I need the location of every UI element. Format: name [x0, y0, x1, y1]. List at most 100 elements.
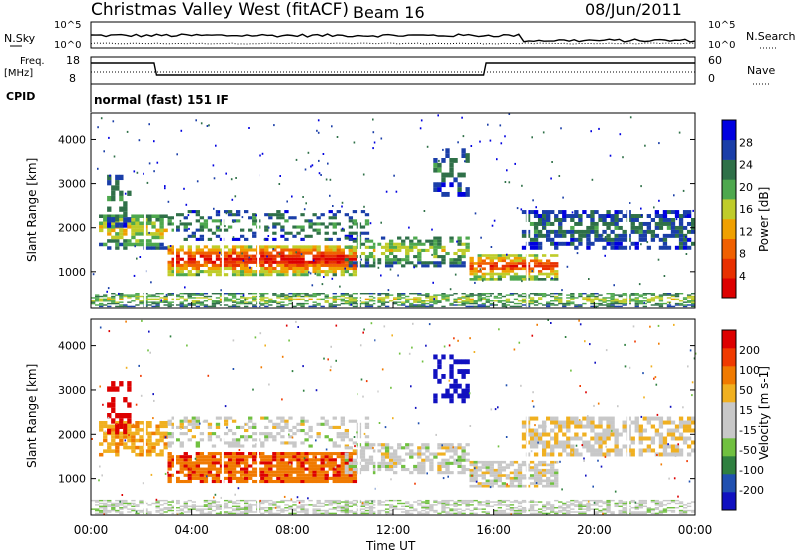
heatmap-cell: [622, 507, 627, 509]
heatmap-cell: [574, 448, 579, 453]
scatter-point: [373, 141, 376, 144]
heatmap-cell: [638, 436, 643, 441]
heatmap-cell: [670, 294, 676, 296]
heatmap-cell: [348, 216, 354, 220]
heatmap-cell: [223, 300, 229, 302]
heatmap-cell: [312, 455, 317, 459]
heatmap-cell: [252, 304, 257, 306]
heatmap-cell: [425, 455, 430, 459]
heatmap-cell: [550, 420, 555, 425]
heatmap-cell: [666, 444, 672, 449]
heatmap-cell: [199, 251, 205, 255]
heatmap-cell: [280, 464, 285, 468]
heatmap-cell: [610, 300, 615, 302]
heatmap-cell: [501, 512, 507, 515]
heatmap-cell: [380, 443, 386, 447]
heatmap-cell: [654, 501, 660, 503]
heatmap-cell: [103, 242, 108, 247]
heatmap-cell: [533, 233, 539, 238]
heatmap-cell: [268, 479, 273, 484]
heatmap-cell: [658, 512, 664, 515]
heatmap-cell: [546, 482, 551, 485]
scatter-point: [155, 498, 158, 501]
scatter-point: [554, 461, 557, 464]
heatmap-cell: [602, 508, 607, 510]
heatmap-cell: [465, 294, 470, 296]
heatmap-cell: [272, 438, 277, 442]
heatmap-cell: [690, 448, 696, 453]
heatmap-cell: [296, 476, 301, 480]
heatmap-cell: [461, 373, 466, 379]
heatmap-cell: [207, 467, 213, 471]
heatmap-cell: [541, 278, 547, 281]
heatmap-cell: [610, 499, 615, 502]
heatmap-cell: [433, 373, 438, 379]
heatmap-cell: [477, 259, 482, 263]
heatmap-cell: [562, 507, 567, 509]
heatmap-cell: [119, 298, 124, 301]
heatmap-cell: [682, 214, 688, 218]
heatmap-cell: [638, 229, 643, 234]
heatmap-cell: [304, 508, 309, 510]
heatmap-cell: [300, 266, 305, 271]
heatmap-cell: [465, 499, 470, 502]
heatmap-cell: [666, 507, 672, 509]
heatmap-cell: [590, 305, 595, 308]
heatmap-cell: [332, 231, 337, 235]
heatmap-cell: [284, 479, 289, 484]
heatmap-cell: [171, 273, 176, 277]
heatmap-cell: [658, 304, 664, 306]
heatmap-cell: [191, 470, 196, 474]
heatmap-cell: [223, 470, 229, 474]
heatmap-cell: [493, 482, 498, 485]
scatter-point: [473, 351, 476, 353]
heatmap-cell: [376, 293, 382, 295]
heatmap-cell: [252, 461, 257, 465]
heatmap-cell: [316, 467, 321, 471]
heatmap-cell: [324, 512, 329, 515]
heatmap-cell: [429, 504, 434, 506]
data-gap: [375, 319, 378, 515]
heatmap-cell: [413, 301, 418, 303]
heatmap-cell: [175, 502, 180, 505]
heatmap-cell: [235, 452, 241, 456]
heatmap-cell: [678, 245, 684, 250]
heatmap-cell: [336, 251, 341, 255]
heatmap-cell: [461, 455, 466, 459]
heatmap-cell: [674, 210, 680, 215]
heatmap-cell: [630, 436, 635, 441]
heatmap-cell: [115, 505, 120, 508]
heatmap-cell: [497, 463, 503, 467]
heatmap-cell: [650, 297, 656, 299]
heatmap-cell: [348, 234, 354, 238]
heatmap-cell: [529, 499, 535, 502]
heatmap-cell: [244, 266, 249, 271]
scatter-point: [604, 455, 607, 458]
heatmap-cell: [501, 466, 507, 469]
heatmap-cell: [686, 436, 692, 441]
heatmap-cell: [191, 435, 196, 439]
heatmap-cell: [473, 466, 478, 469]
heatmap-cell: [99, 502, 104, 505]
heatmap-cell: [231, 273, 237, 277]
heatmap-cell: [618, 241, 623, 246]
heatmap-cell: [489, 275, 494, 278]
heatmap-cell: [235, 441, 241, 445]
heatmap-cell: [489, 501, 494, 503]
heatmap-cell: [558, 302, 563, 305]
scatter-point: [656, 454, 658, 456]
heatmap-cell: [550, 272, 555, 276]
scatter-point: [199, 422, 201, 425]
heatmap-cell: [376, 261, 382, 265]
heatmap-cell: [203, 254, 209, 258]
heatmap-cell: [384, 449, 390, 453]
scatter-point: [513, 348, 516, 351]
heatmap-cell: [598, 436, 603, 441]
heatmap-cell: [558, 420, 563, 425]
heatmap-cell: [288, 455, 293, 459]
scatter-point: [167, 200, 170, 203]
heatmap-cell: [239, 263, 245, 267]
heatmap-cell: [364, 255, 370, 259]
heatmap-cell: [566, 509, 571, 512]
heatmap-cell: [421, 505, 426, 508]
